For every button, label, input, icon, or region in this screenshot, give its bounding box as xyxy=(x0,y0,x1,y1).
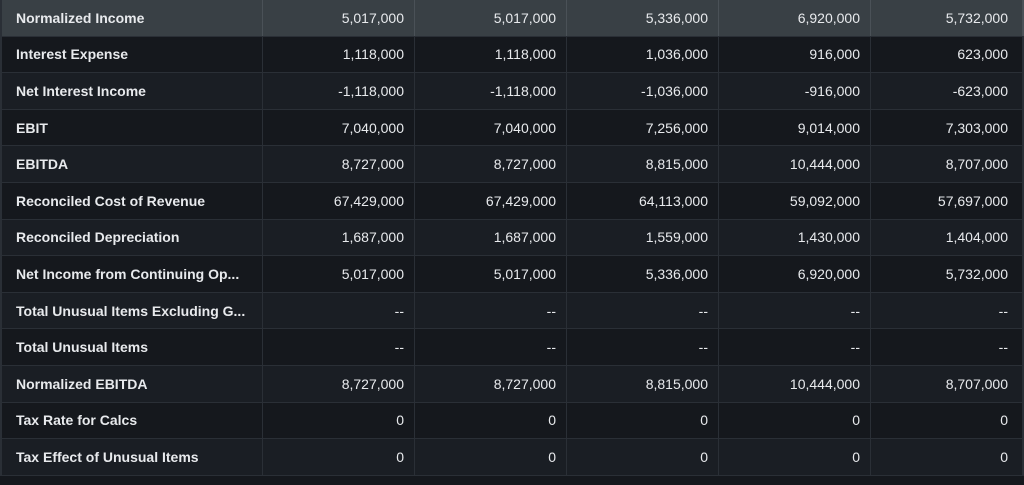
row-label: Normalized Income xyxy=(0,0,263,36)
value-cell: 623,000 xyxy=(871,36,1024,73)
value-cell: -- xyxy=(263,292,415,329)
value-cell: -- xyxy=(567,292,719,329)
row-label: Net Income from Continuing Op... xyxy=(0,256,263,292)
value-cell: 8,727,000 xyxy=(263,146,415,182)
value-cell: 0 xyxy=(719,402,871,439)
table-row[interactable]: EBIT 7,040,000 7,040,000 7,256,000 9,014,000… xyxy=(0,109,1024,147)
table-row[interactable]: Tax Rate for Calcs 0 0 0 0 0 xyxy=(0,402,1024,440)
value-cell: -916,000 xyxy=(719,73,871,109)
value-cell: 6,920,000 xyxy=(719,0,871,36)
value-cell: 59,092,000 xyxy=(719,182,871,219)
value-cell: 0 xyxy=(415,402,567,439)
row-label: Tax Effect of Unusual Items xyxy=(0,439,263,475)
table-row[interactable]: Tax Effect of Unusual Items 0 0 0 0 0 xyxy=(0,439,1024,476)
value-cell: 5,732,000 xyxy=(871,256,1024,292)
table-row[interactable]: Total Unusual Items Excluding G... -- -- --… xyxy=(0,292,1024,330)
value-cell: 1,559,000 xyxy=(567,219,719,256)
row-label: Net Interest Income xyxy=(0,73,263,109)
table-row[interactable]: Net Income from Continuing Op... 5,017,00… xyxy=(0,256,1024,293)
value-cell: 10,444,000 xyxy=(719,146,871,182)
value-cell: 6,920,000 xyxy=(719,256,871,292)
table-row[interactable]: Reconciled Cost of Revenue 67,429,000 67,4… xyxy=(0,182,1024,220)
value-cell: -- xyxy=(719,292,871,329)
value-cell: -- xyxy=(871,329,1024,365)
table-row[interactable]: Total Unusual Items -- -- -- -- -- xyxy=(0,329,1024,366)
value-cell: -- xyxy=(719,329,871,365)
table-row[interactable]: Normalized EBITDA 8,727,000 8,727,000 8,815… xyxy=(0,365,1024,403)
value-cell: 7,040,000 xyxy=(263,109,415,146)
value-cell: 5,017,000 xyxy=(263,0,415,36)
value-cell: -1,036,000 xyxy=(567,73,719,109)
row-label: Normalized EBITDA xyxy=(0,365,263,402)
row-label: Reconciled Cost of Revenue xyxy=(0,182,263,219)
value-cell: 1,687,000 xyxy=(263,219,415,256)
value-cell: 5,336,000 xyxy=(567,256,719,292)
value-cell: 0 xyxy=(567,439,719,475)
row-label: EBITDA xyxy=(0,146,263,182)
value-cell: 1,404,000 xyxy=(871,219,1024,256)
row-label: Interest Expense xyxy=(0,36,263,73)
value-cell: 5,336,000 xyxy=(567,0,719,36)
value-cell: 7,256,000 xyxy=(567,109,719,146)
table-row[interactable]: Interest Expense 1,118,000 1,118,000 1,036,… xyxy=(0,36,1024,74)
value-cell: 0 xyxy=(263,439,415,475)
value-cell: -1,118,000 xyxy=(415,73,567,109)
value-cell: -- xyxy=(415,292,567,329)
value-cell: 10,444,000 xyxy=(719,365,871,402)
value-cell: 67,429,000 xyxy=(263,182,415,219)
value-cell: 8,815,000 xyxy=(567,365,719,402)
row-label: Total Unusual Items Excluding G... xyxy=(0,292,263,329)
value-cell: 8,727,000 xyxy=(263,365,415,402)
value-cell: 57,697,000 xyxy=(871,182,1024,219)
value-cell: 64,113,000 xyxy=(567,182,719,219)
row-label: Reconciled Depreciation xyxy=(0,219,263,256)
value-cell: 916,000 xyxy=(719,36,871,73)
value-cell: -- xyxy=(871,292,1024,329)
value-cell: 67,429,000 xyxy=(415,182,567,219)
value-cell: 1,118,000 xyxy=(415,36,567,73)
value-cell: 1,430,000 xyxy=(719,219,871,256)
value-cell: 0 xyxy=(719,439,871,475)
value-cell: 5,732,000 xyxy=(871,0,1024,36)
value-cell: 0 xyxy=(567,402,719,439)
value-cell: 1,687,000 xyxy=(415,219,567,256)
value-cell: -623,000 xyxy=(871,73,1024,109)
table-row[interactable]: Reconciled Depreciation 1,687,000 1,687,00… xyxy=(0,219,1024,257)
row-label: Tax Rate for Calcs xyxy=(0,402,263,439)
value-cell: 0 xyxy=(871,402,1024,439)
value-cell: 8,727,000 xyxy=(415,365,567,402)
value-cell: 8,815,000 xyxy=(567,146,719,182)
value-cell: 5,017,000 xyxy=(263,256,415,292)
value-cell: 7,040,000 xyxy=(415,109,567,146)
value-cell: 7,303,000 xyxy=(871,109,1024,146)
table-row[interactable]: Normalized Income 5,017,000 5,017,000 5,336… xyxy=(0,0,1024,37)
value-cell: 8,707,000 xyxy=(871,365,1024,402)
value-cell: 0 xyxy=(263,402,415,439)
value-cell: 5,017,000 xyxy=(415,256,567,292)
value-cell: 1,036,000 xyxy=(567,36,719,73)
value-cell: 8,707,000 xyxy=(871,146,1024,182)
table-row[interactable]: EBITDA 8,727,000 8,727,000 8,815,000 10,444,… xyxy=(0,146,1024,183)
value-cell: 0 xyxy=(415,439,567,475)
value-cell: 5,017,000 xyxy=(415,0,567,36)
value-cell: -- xyxy=(415,329,567,365)
table-row[interactable]: Net Interest Income -1,118,000 -1,118,000-… xyxy=(0,73,1024,110)
value-cell: -1,118,000 xyxy=(263,73,415,109)
value-cell: -- xyxy=(567,329,719,365)
value-cell: 9,014,000 xyxy=(719,109,871,146)
row-label: Total Unusual Items xyxy=(0,329,263,365)
row-label: EBIT xyxy=(0,109,263,146)
value-cell: 1,118,000 xyxy=(263,36,415,73)
value-cell: 0 xyxy=(871,439,1024,475)
value-cell: -- xyxy=(263,329,415,365)
value-cell: 8,727,000 xyxy=(415,146,567,182)
